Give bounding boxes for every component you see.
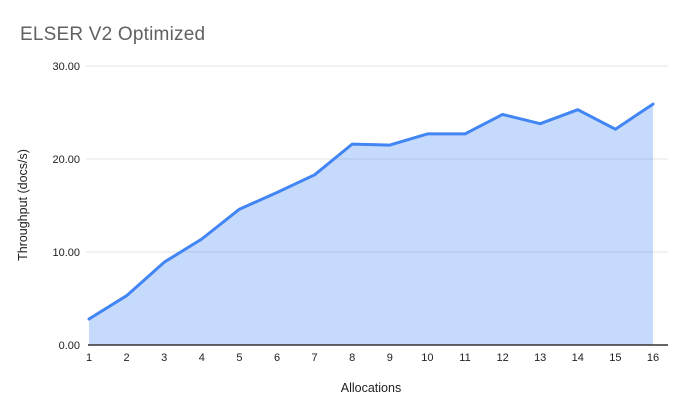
x-axis-tick-label: 2	[124, 352, 130, 364]
y-axis-title: Throughput (docs/s)	[16, 149, 30, 261]
x-axis-tick-label: 13	[534, 352, 546, 364]
x-axis-tick-label: 11	[459, 352, 470, 364]
x-axis-tick-label: 6	[274, 352, 280, 364]
series-layer	[87, 102, 655, 345]
x-axis-tick-label: 4	[199, 352, 205, 364]
x-axis-tick-label: 3	[161, 352, 167, 364]
x-axis-tick-label: 1	[86, 352, 92, 364]
x-axis-tick-label: 5	[236, 352, 242, 364]
y-axis-tick-label: 20.00	[52, 154, 80, 166]
series-line	[87, 102, 655, 321]
x-axis-tick-label: 14	[572, 352, 584, 364]
y-axis-tick-label: 0.00	[59, 340, 80, 352]
area-fill	[89, 104, 653, 345]
chart-title: ELSER V2 Optimized	[20, 24, 206, 45]
x-axis-tick-label: 8	[349, 352, 355, 364]
x-axis-tick-label: 15	[609, 352, 621, 364]
y-axis-tick-label: 30.00	[52, 61, 80, 73]
x-axis-tick-label: 9	[387, 352, 393, 364]
y-axis-tick-label: 10.00	[52, 247, 80, 259]
x-axis-title: Allocations	[341, 381, 401, 395]
x-axis-tick-label: 12	[496, 352, 508, 364]
x-axis-tick-label: 7	[312, 352, 318, 364]
x-axis-tick-label: 16	[647, 352, 659, 364]
x-axis-tick-label: 10	[421, 352, 433, 364]
